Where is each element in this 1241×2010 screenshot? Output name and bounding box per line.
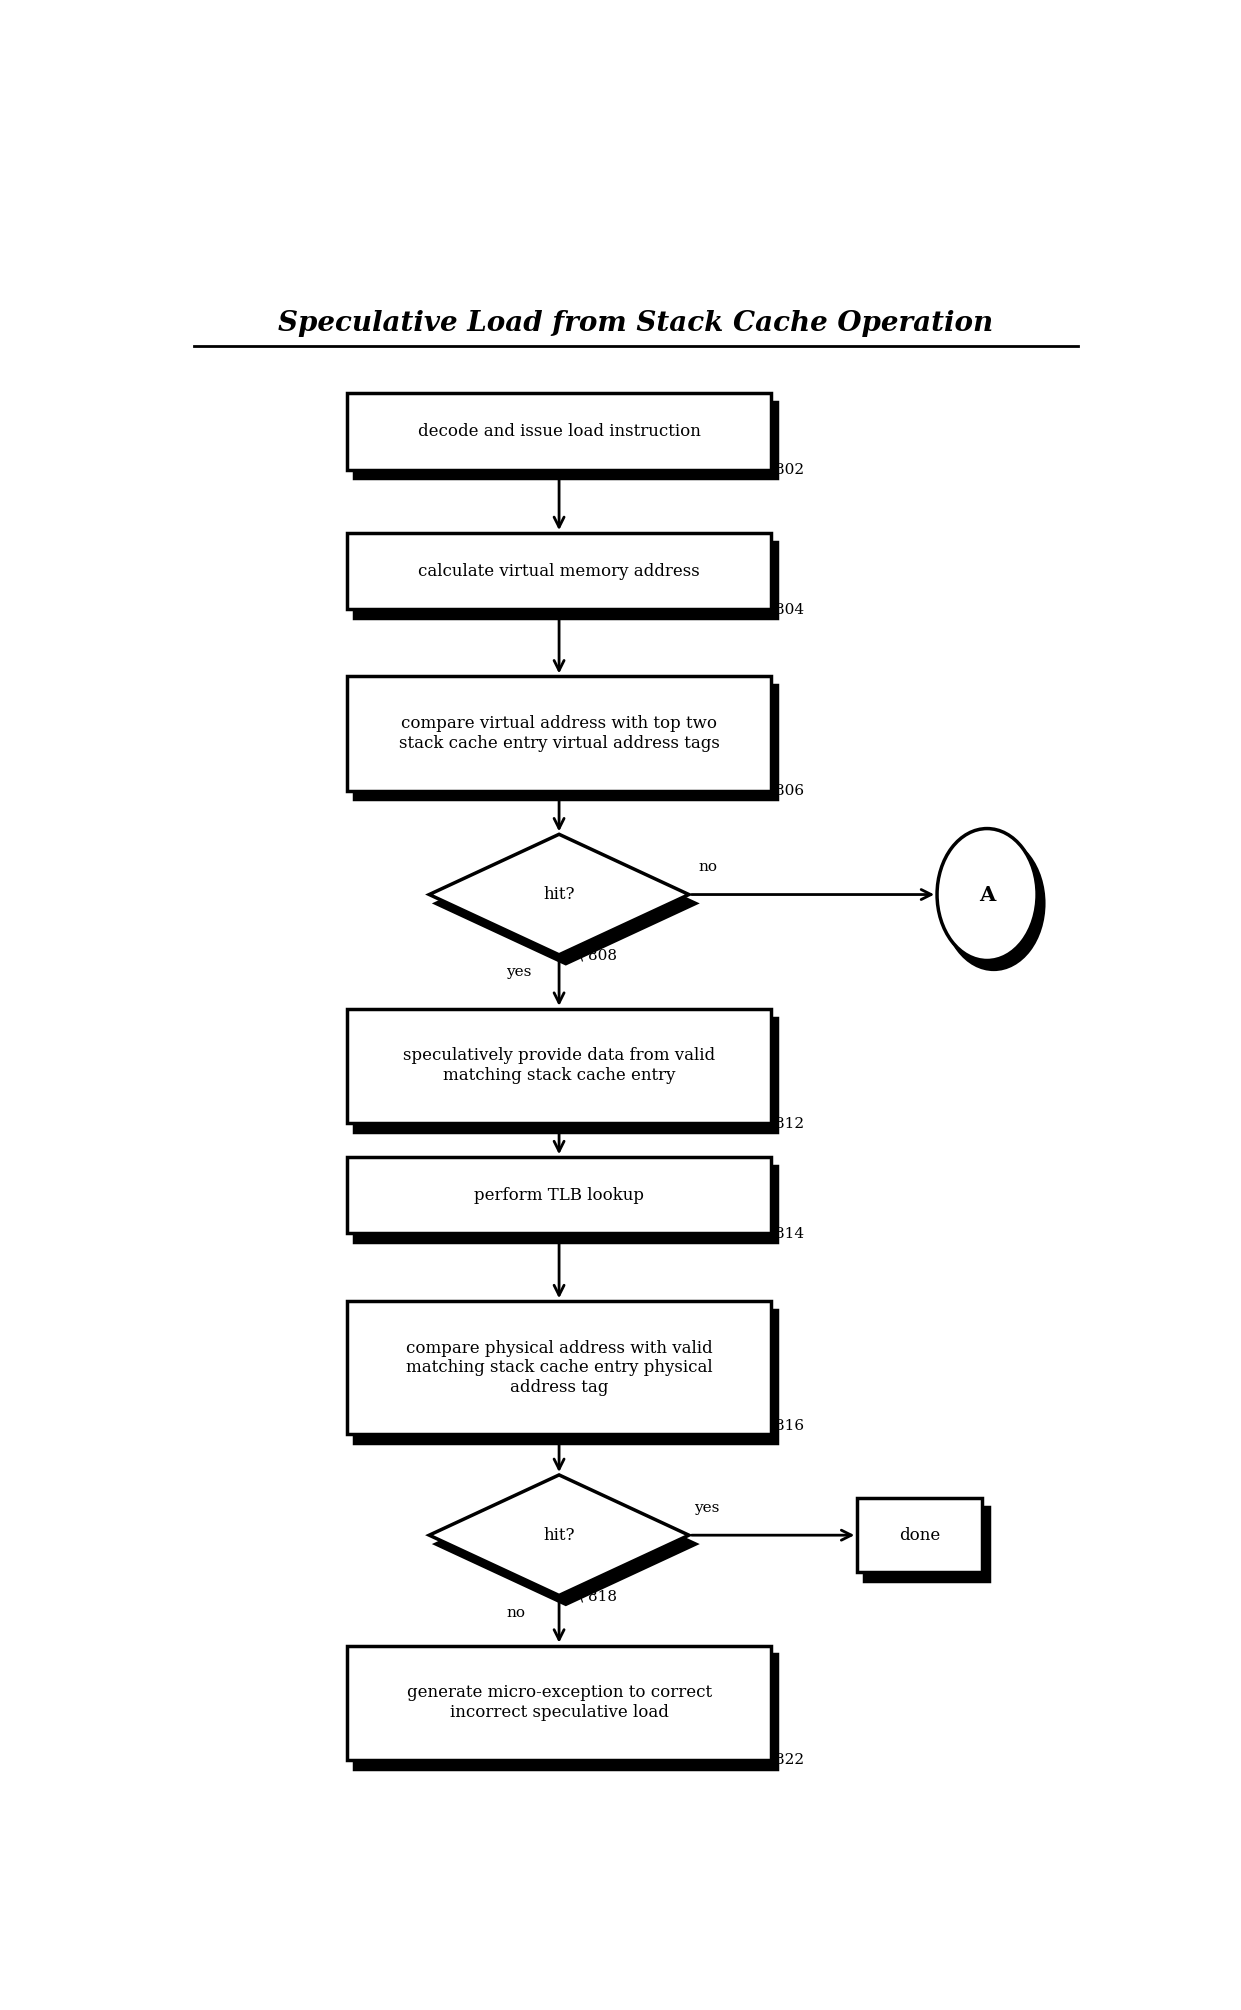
Bar: [864, 1508, 989, 1580]
Bar: [354, 402, 777, 478]
Circle shape: [943, 838, 1044, 969]
Text: 814: 814: [776, 1226, 804, 1240]
Bar: [354, 1017, 777, 1132]
Text: generate micro-exception to correct
incorrect speculative load: generate micro-exception to correct inco…: [407, 1684, 711, 1721]
Text: Speculative Load from Stack Cache Operation: Speculative Load from Stack Cache Operat…: [278, 310, 994, 338]
Bar: [347, 533, 771, 609]
Text: 804: 804: [776, 603, 804, 617]
Polygon shape: [429, 1475, 689, 1596]
Text: 802: 802: [776, 462, 804, 476]
Text: \ 818: \ 818: [578, 1590, 617, 1604]
Text: perform TLB lookup: perform TLB lookup: [474, 1186, 644, 1204]
Text: 822: 822: [776, 1753, 804, 1767]
Text: yes: yes: [506, 965, 531, 979]
Text: 806: 806: [776, 784, 804, 798]
Bar: [354, 1166, 777, 1242]
Text: no: no: [699, 860, 717, 874]
Bar: [354, 1311, 777, 1443]
Text: calculate virtual memory address: calculate virtual memory address: [418, 563, 700, 579]
Text: 816: 816: [776, 1419, 804, 1433]
Polygon shape: [436, 1483, 696, 1604]
Polygon shape: [436, 842, 696, 963]
Text: done: done: [900, 1528, 941, 1544]
Bar: [347, 1158, 771, 1234]
Bar: [347, 1646, 771, 1759]
Text: decode and issue load instruction: decode and issue load instruction: [418, 422, 700, 440]
Text: compare virtual address with top two
stack cache entry virtual address tags: compare virtual address with top two sta…: [398, 716, 720, 752]
Text: hit?: hit?: [544, 886, 575, 902]
Text: hit?: hit?: [544, 1528, 575, 1544]
Text: no: no: [506, 1606, 525, 1620]
Bar: [347, 1009, 771, 1124]
Bar: [354, 1654, 777, 1769]
Circle shape: [937, 828, 1037, 961]
Text: speculatively provide data from valid
matching stack cache entry: speculatively provide data from valid ma…: [403, 1047, 715, 1083]
Bar: [347, 1300, 771, 1435]
Text: A: A: [979, 884, 995, 904]
Bar: [354, 685, 777, 800]
Text: compare physical address with valid
matching stack cache entry physical
address : compare physical address with valid matc…: [406, 1339, 712, 1395]
Bar: [354, 543, 777, 617]
Bar: [347, 394, 771, 470]
Text: \ 808: \ 808: [578, 949, 617, 963]
Polygon shape: [429, 834, 689, 955]
Bar: [858, 1497, 983, 1572]
Bar: [347, 675, 771, 790]
Text: yes: yes: [694, 1501, 719, 1516]
Text: 812: 812: [776, 1116, 804, 1130]
